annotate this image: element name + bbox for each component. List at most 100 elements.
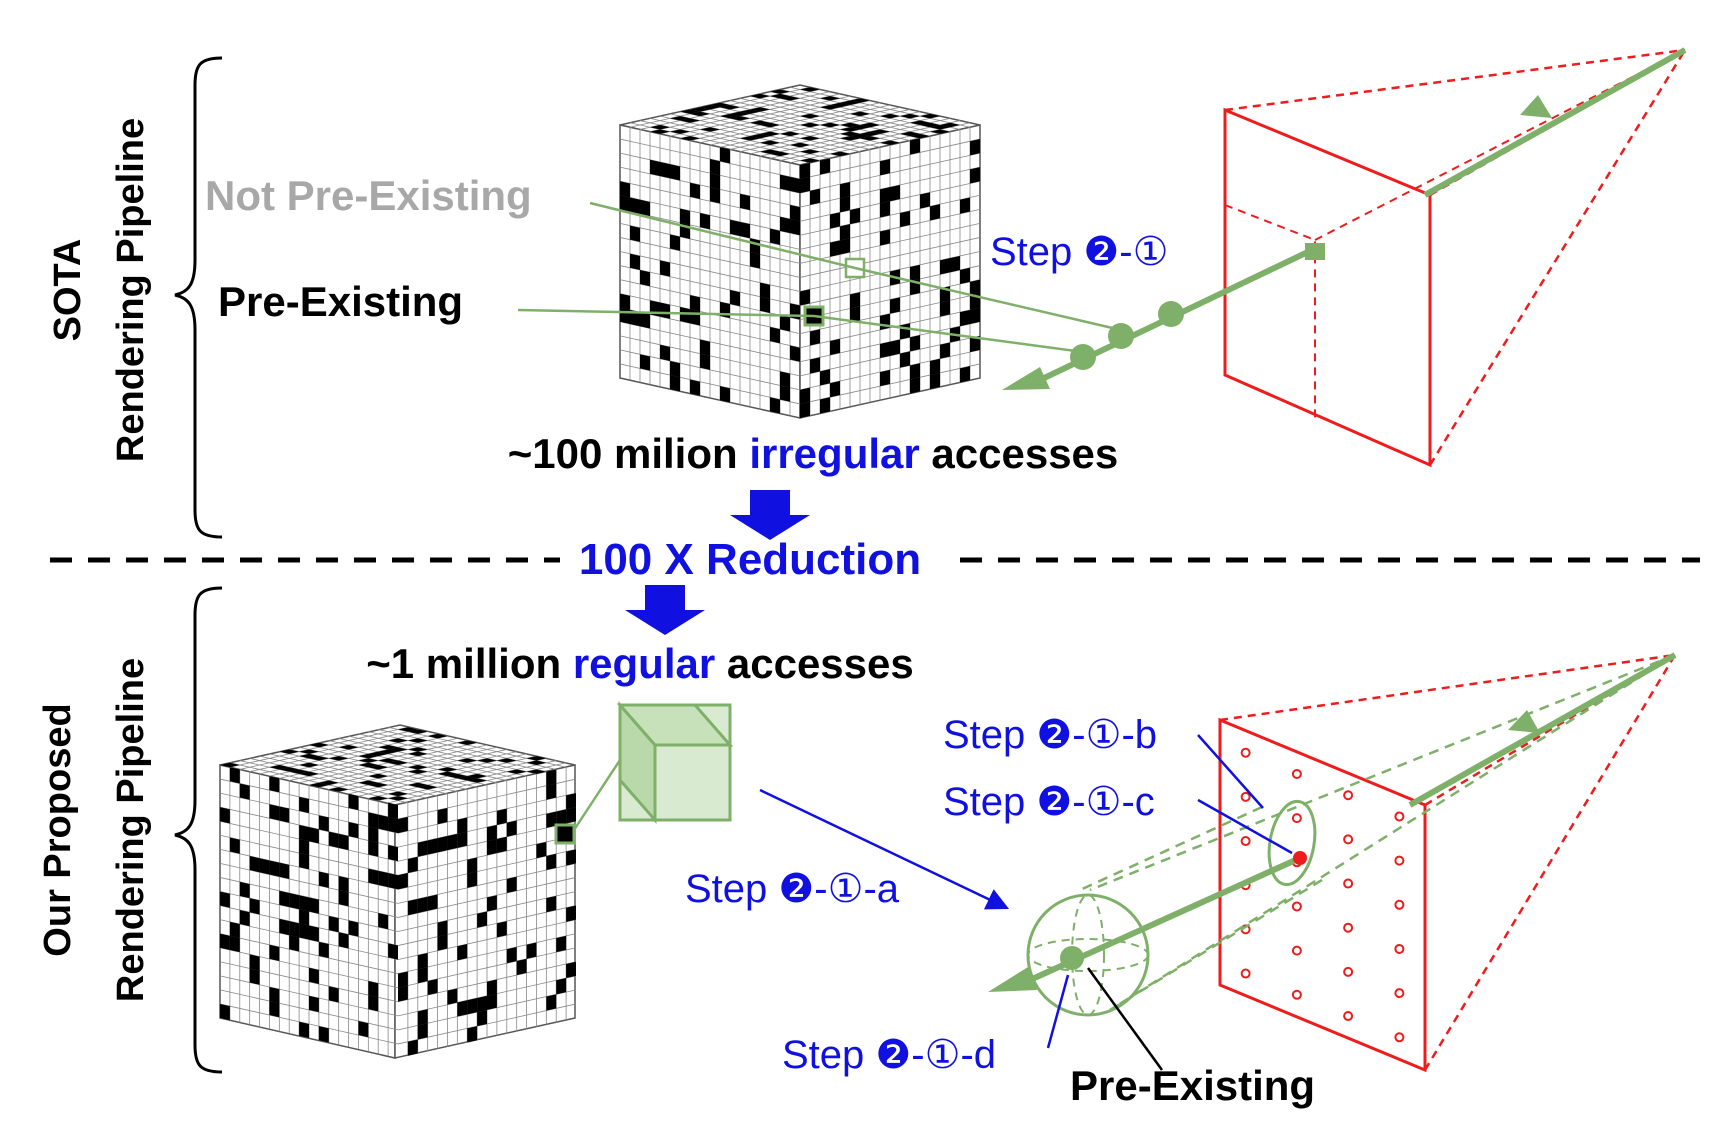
occupied-voxel [516,958,527,976]
occupied-voxel [800,136,820,141]
occupied-voxel [556,978,567,995]
occupied-voxel [417,1009,428,1026]
occupied-voxel [279,806,290,823]
occupied-voxel [820,397,830,414]
occupied-voxel [690,107,710,112]
occupied-voxel [620,195,630,212]
access-prefix: ~100 milion [508,430,750,477]
occupied-voxel [407,751,428,757]
occupied-voxel [388,873,398,890]
occupied-voxel [910,138,920,155]
occupied-voxel [840,182,850,199]
pixel-sample-dot [1394,899,1405,910]
occupied-voxel [630,225,640,242]
occupied-voxel [496,921,507,938]
occupied-voxel [556,935,567,953]
occupied-voxel [740,109,760,114]
occupied-voxel [960,366,970,383]
occupied-voxel [318,871,329,888]
occupied-voxel [388,796,408,801]
occupied-voxel [650,159,660,177]
occupied-voxel [309,995,319,1013]
occupied-voxel [368,995,379,1012]
occupied-voxel [427,838,438,855]
occupied-voxel [770,151,790,157]
occupied-voxel [790,219,800,236]
occupied-voxel [700,339,710,356]
occupied-voxel [850,306,860,323]
proposed-access-count: ~1 million regular accesses [366,640,914,687]
occupied-voxel [309,756,329,761]
occupied-voxel [477,1009,487,1027]
occupied-voxel [447,988,458,1005]
pixel-sample-dot [1394,1032,1405,1043]
occupied-voxel [378,745,398,750]
sota-camera-ray-in [1423,47,1687,198]
occupied-voxel [437,934,448,951]
pixel-sample-dot [1240,968,1251,979]
occupied-voxel [780,131,800,137]
occupied-voxel [730,219,740,236]
pixel-sample-dot [1240,791,1251,802]
occupied-voxel [840,100,860,105]
pixel-sample-dot [1343,790,1354,801]
occupied-voxel [388,802,398,820]
occupied-voxel [640,199,650,216]
occupied-voxel [620,307,630,324]
occupied-voxel [810,329,820,346]
occupied-voxel [620,181,630,198]
occupied-voxel [650,125,670,130]
occupied-voxel [850,292,860,309]
proposed-section-label: Our Proposed Rendering Pipeline [37,658,152,1002]
occupied-voxel [770,327,780,344]
sota-ray-arrowhead [1520,95,1552,118]
pixel-sample-dot [1343,922,1354,933]
occupied-voxel [318,941,329,959]
occupied-voxel [650,300,660,317]
pixel-sample-dot [1394,811,1405,822]
occupied-voxel [457,944,468,961]
occupied-voxel [358,780,379,785]
occupied-voxel [368,751,389,757]
occupied-voxel [800,158,820,163]
not-pre-existing-leader [589,201,1122,332]
occupied-voxel [338,833,349,851]
occupied-voxel [930,129,950,134]
occupied-voxel [910,363,920,380]
occupied-voxel [477,995,487,1013]
top-step-label: Step ❷-① [990,230,1168,274]
step-d-leader [1046,974,1070,1049]
occupied-voxel [800,176,810,194]
occupied-voxel [279,918,290,936]
occupied-voxel [457,758,478,763]
occupied-voxel [566,793,576,810]
occupied-voxel [940,258,950,275]
occupied-voxel [760,140,780,145]
sota-pixel-marker [1305,243,1325,260]
occupied-voxel [506,876,517,893]
occupied-voxel [566,807,576,824]
occupied-voxel [506,947,517,964]
occupied-voxel [680,136,700,141]
occupied-voxel [790,142,810,148]
proposed-brace [174,586,223,1074]
occupied-voxel [487,839,497,856]
occupied-voxel [407,765,428,770]
occupied-voxel [770,89,790,94]
proposed-label-line1: Our Proposed [37,703,79,956]
occupied-voxel [670,375,680,392]
occupied-voxel [398,873,408,890]
occupied-voxel [690,379,700,396]
occupied-voxel [730,290,740,307]
occupied-voxel [780,96,800,101]
occupied-voxel [850,125,870,130]
occupied-voxel [680,118,700,123]
occupied-voxel [536,841,547,859]
occupied-voxel [740,193,750,211]
occupied-voxel [467,857,478,874]
occupied-voxel [810,188,820,205]
occupied-voxel [780,174,790,191]
occupied-voxel [860,131,880,137]
occupied-voxel [299,762,319,768]
step-b-label: Step ❷-①-b [943,713,1157,757]
